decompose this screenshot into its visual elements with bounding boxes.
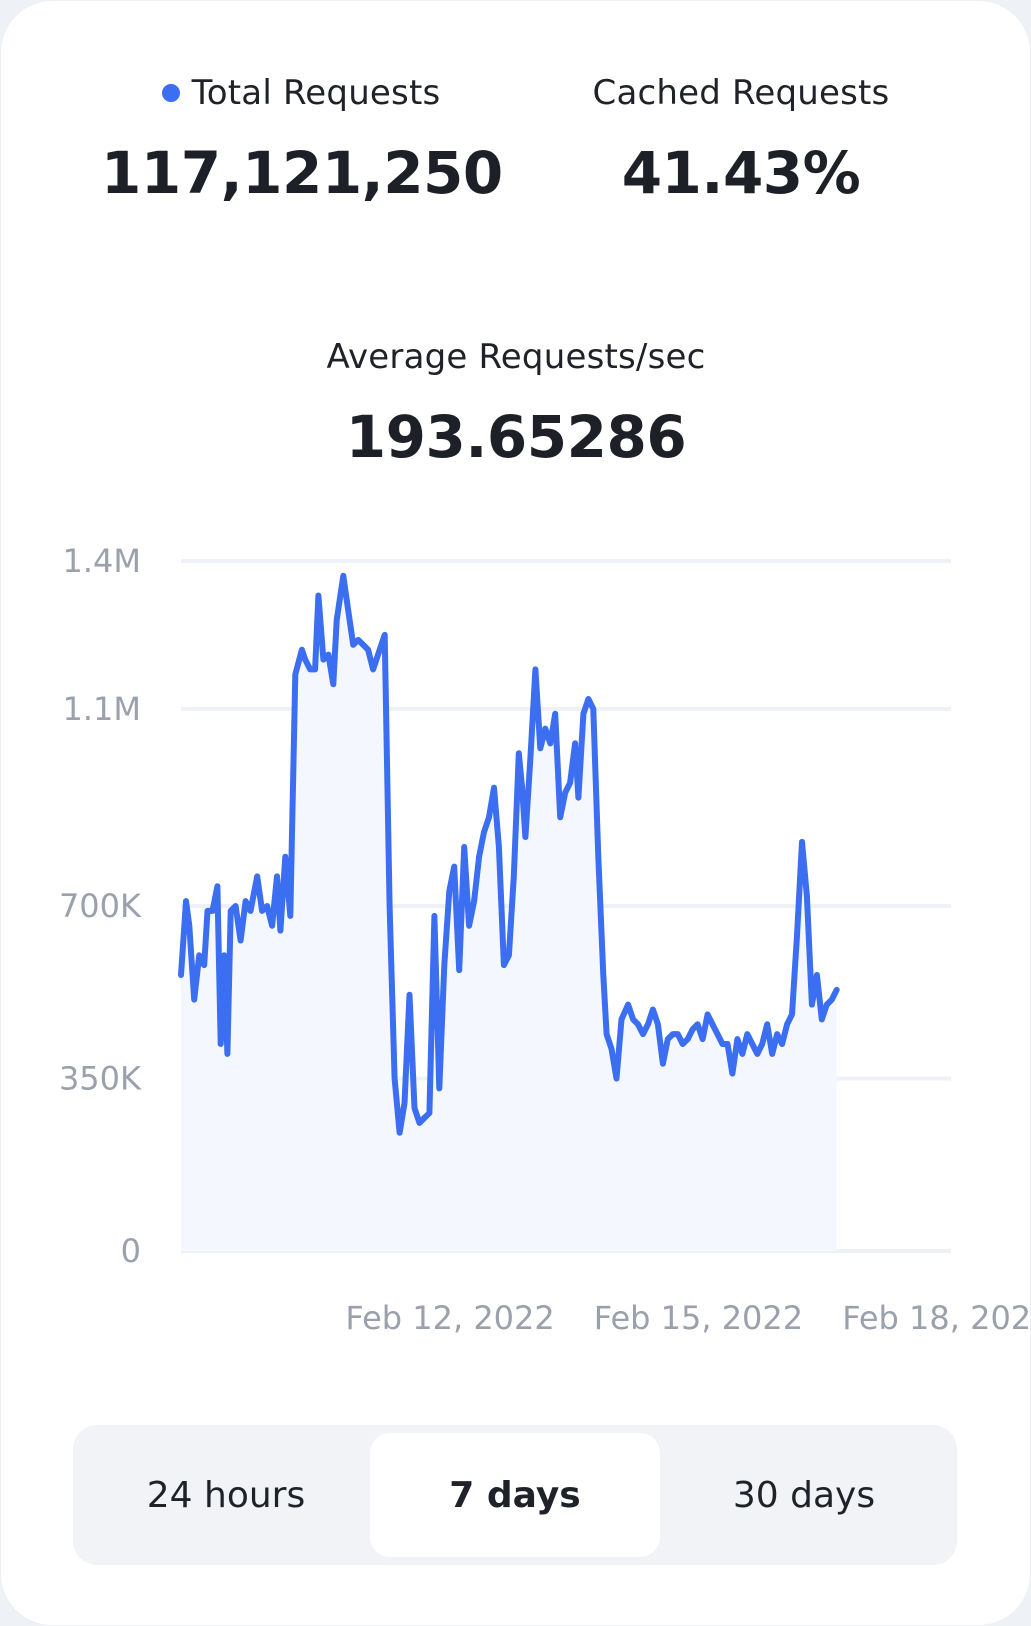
cached-requests-label: Cached Requests [592,73,890,113]
average-requests-label: Average Requests/sec [326,337,706,377]
total-requests-label: Total Requests [191,73,441,113]
y-tick-label: 0 [121,1232,141,1270]
total-requests-stat: Total Requests 117,121,250 [101,73,503,207]
chart-line [178,572,840,1136]
average-requests-value: 193.65286 [345,403,687,471]
series-line [178,572,840,1136]
range-button-30-days[interactable]: 30 days [732,1474,876,1516]
range-button-24-hours[interactable]: 24 hours [146,1474,306,1516]
y-tick-label: 1.1M [63,690,142,728]
y-axis-ticks: 0 350K 700K 1.1M 1.4M [59,542,142,1270]
cached-requests-value: 41.43% [621,139,861,207]
area-fill [181,575,837,1251]
y-tick-label: 1.4M [63,542,142,580]
time-range-selector: 24 hours 7 days 30 days [73,1425,957,1565]
requests-chart: 0 350K 700K 1.1M 1.4M Feb 12, 2022 Feb 15, 20… [59,542,1031,1337]
chart-area [181,575,837,1251]
series-dot-icon [161,84,180,102]
cached-requests-stat: Cached Requests 41.43% [541,73,941,207]
y-tick-label: 700K [59,887,142,925]
total-requests-label-row: Total Requests [101,73,501,113]
range-button-7-days[interactable]: 7 days [370,1433,660,1557]
y-tick-label: 350K [59,1060,142,1098]
average-requests-stat: Average Requests/sec 193.65286 [266,337,766,471]
total-requests-value: 117,121,250 [101,139,503,207]
x-axis-ticks: Feb 12, 2022 Feb 15, 2022 Feb 18, 2022 [345,1299,1031,1337]
x-tick-label: Feb 12, 2022 [345,1299,554,1337]
x-tick-label: Feb 15, 2022 [594,1299,803,1337]
x-tick-label: Feb 18, 2022 [842,1299,1031,1337]
